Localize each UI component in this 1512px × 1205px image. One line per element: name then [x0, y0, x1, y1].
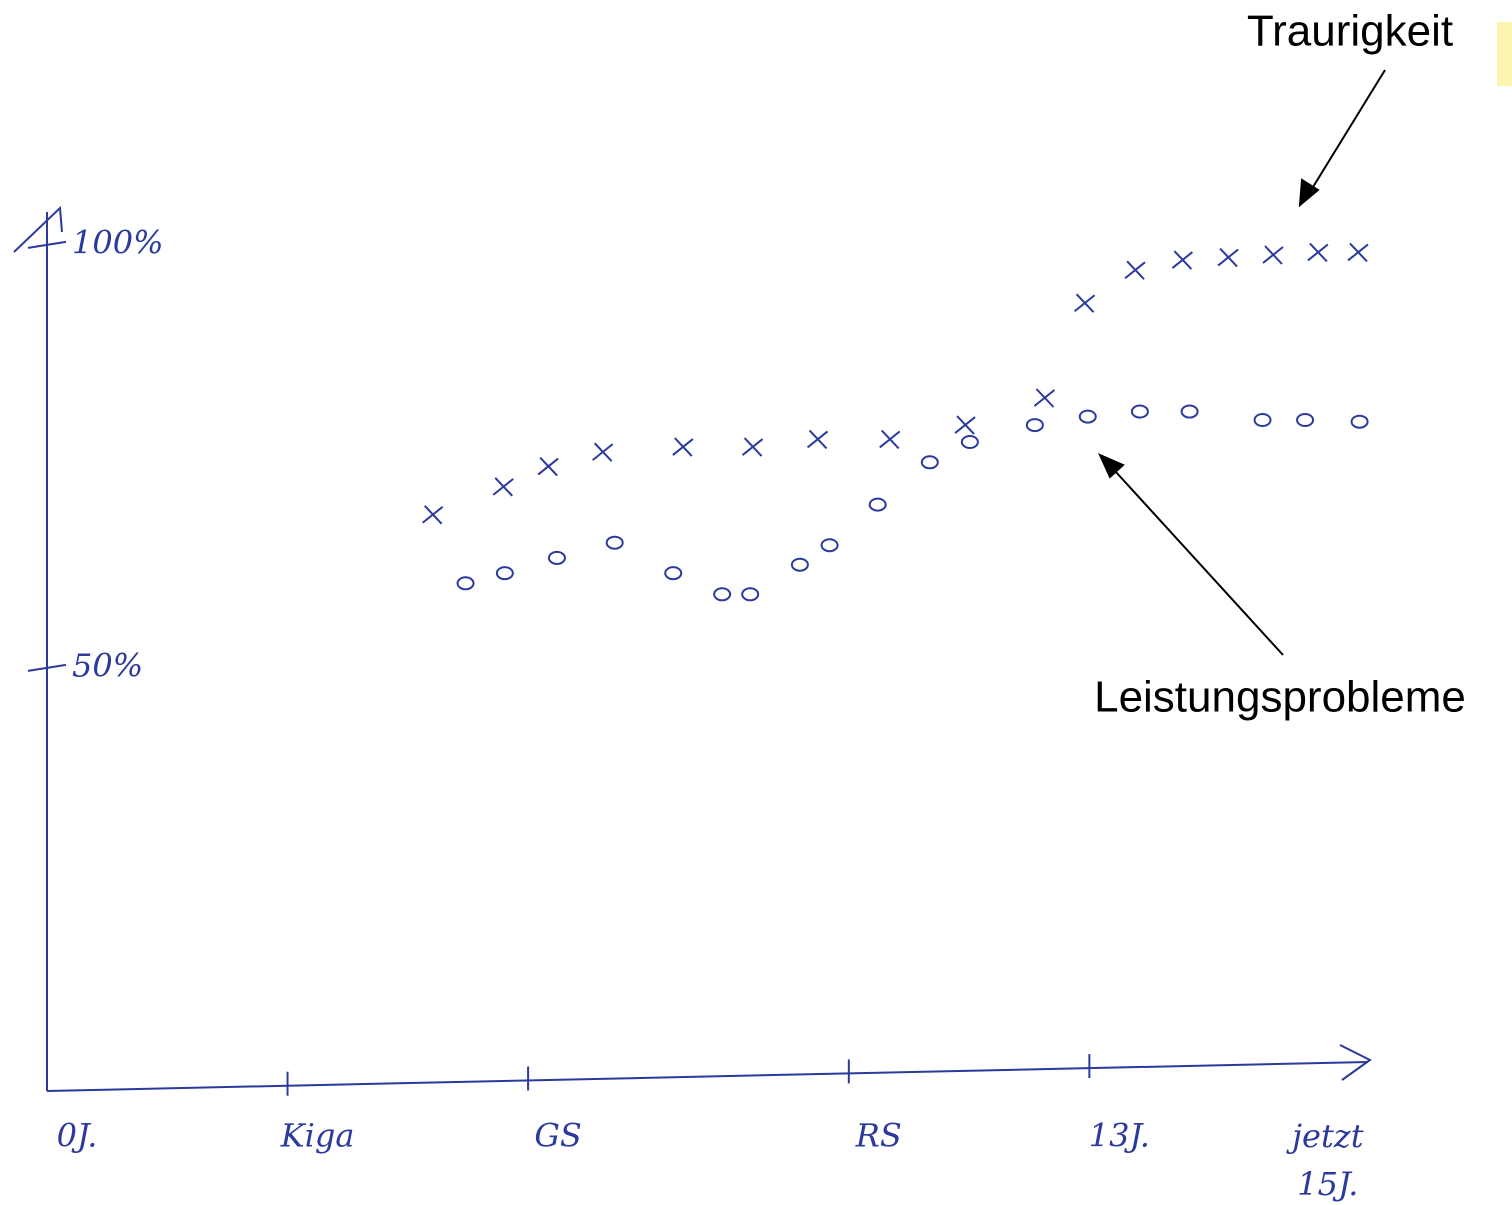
point: [714, 588, 730, 600]
point: [1352, 416, 1368, 428]
point: [1182, 406, 1198, 418]
annotation: Leistungsprobleme: [1094, 673, 1466, 722]
point: [743, 438, 763, 456]
point: [1297, 414, 1313, 426]
point: [1125, 261, 1145, 279]
point: [870, 499, 886, 511]
point: [493, 478, 513, 496]
point: [593, 443, 613, 461]
point: [665, 567, 681, 579]
x-tick-label: 13J.: [1089, 1117, 1150, 1155]
point: [962, 436, 978, 448]
point: [538, 458, 558, 476]
point: [607, 537, 623, 549]
point: [792, 559, 808, 571]
y-tick-label: 50%: [72, 646, 143, 684]
x-tick-label: Kiga: [280, 1117, 355, 1155]
x-tick-label: GS: [534, 1117, 581, 1155]
chart: Traurigkeit Leistungsprobleme 100% 50% 0J.…: [0, 0, 1512, 1205]
point: [1348, 243, 1368, 261]
x-tick-label: RS: [855, 1117, 902, 1155]
point: [423, 506, 443, 524]
axes: [14, 208, 1370, 1091]
point: [822, 539, 838, 551]
point: [673, 438, 693, 456]
point: [1255, 414, 1271, 426]
arrow: [1105, 460, 1283, 655]
point: [880, 430, 900, 448]
highlight-strip: [1497, 22, 1512, 86]
x-axis: [47, 1062, 1368, 1091]
point: [742, 588, 758, 600]
point: [1132, 406, 1148, 418]
arrow: [1305, 70, 1385, 200]
point: [1075, 294, 1095, 312]
point: [808, 430, 828, 448]
annotation: Traurigkeit: [1247, 7, 1453, 56]
point: [1263, 246, 1283, 264]
point: [1308, 243, 1328, 261]
point: [549, 552, 565, 564]
point: [1218, 249, 1238, 267]
annotation-arrows: [1100, 70, 1385, 655]
point: [1027, 419, 1043, 431]
point: [497, 567, 513, 579]
point: [1080, 411, 1096, 423]
point: [1034, 389, 1054, 407]
y-tick-label: 100%: [72, 223, 163, 261]
x-tick-label: 0J.: [57, 1117, 98, 1155]
point: [955, 416, 975, 434]
point: [1172, 251, 1192, 269]
point: [922, 456, 938, 468]
point: [458, 577, 474, 589]
arrowhead: [1100, 455, 1123, 477]
